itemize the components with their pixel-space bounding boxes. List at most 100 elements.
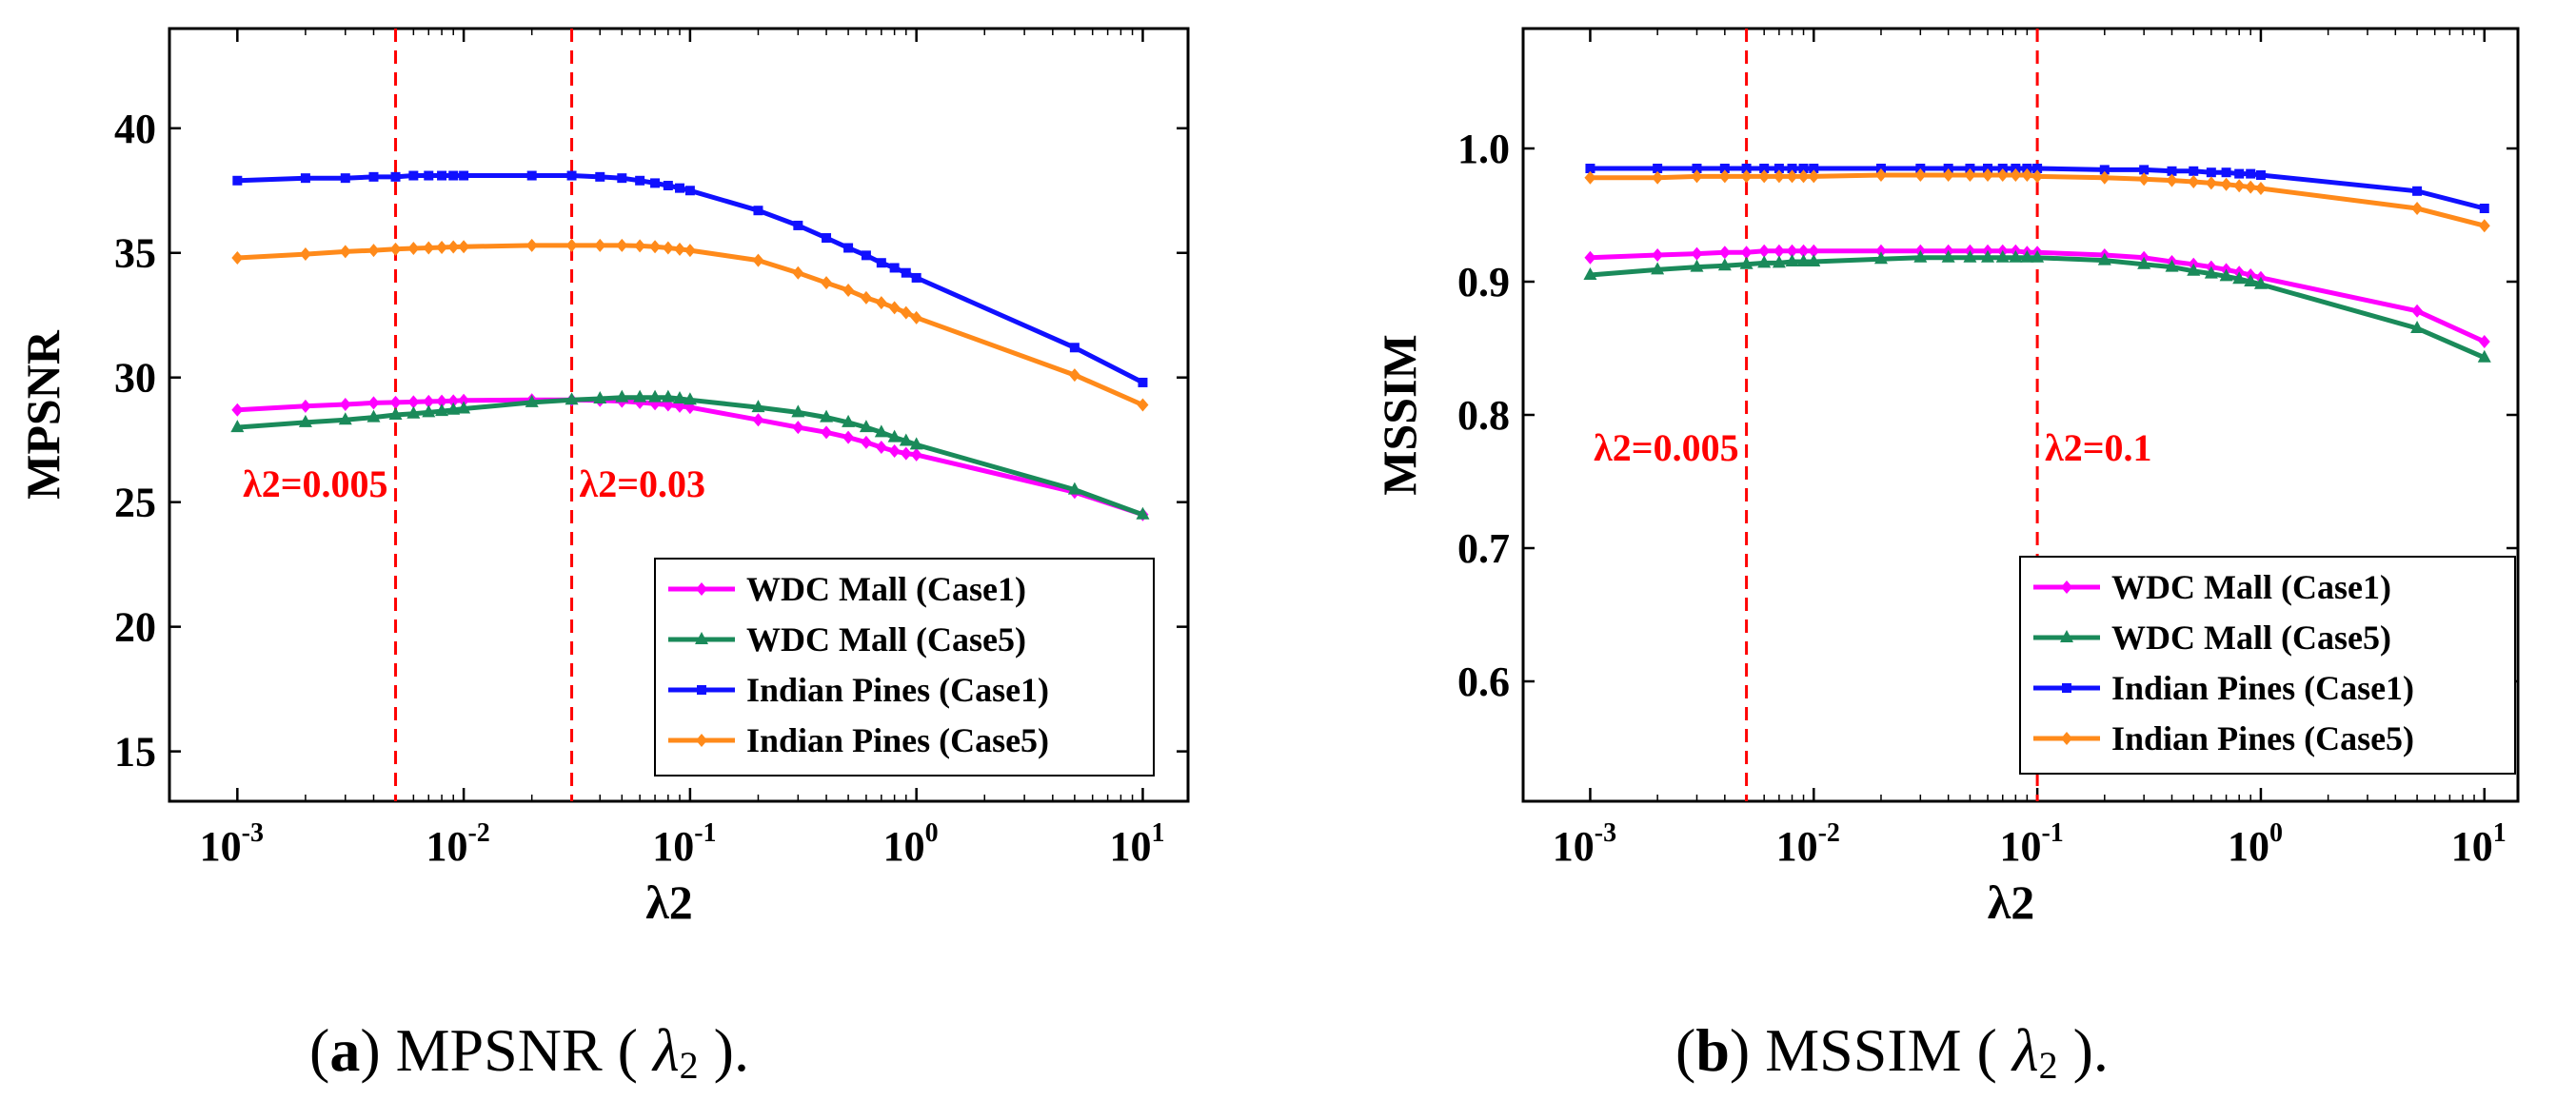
data-point (888, 443, 901, 458)
data-point (459, 170, 469, 181)
data-point (2020, 249, 2034, 263)
data-point (2246, 168, 2256, 179)
data-point (232, 175, 243, 186)
data-point (1808, 244, 1820, 258)
data-point (1786, 244, 1798, 258)
data-point (2187, 263, 2201, 276)
data-point (300, 173, 310, 184)
data-point (2255, 170, 2266, 180)
data-point (2167, 166, 2177, 176)
data-point (791, 404, 805, 418)
data-point (900, 305, 912, 320)
legend-entry: Indian Pines (Case1) (2111, 669, 2414, 707)
data-point (595, 171, 605, 182)
data-point (887, 429, 902, 442)
y-tick-label: 0.8 (1457, 392, 1510, 439)
data-point (1739, 256, 1754, 269)
data-point (1874, 168, 1887, 182)
data-point (1996, 168, 2009, 182)
data-point (2099, 165, 2110, 175)
x-tick-label: 100 (2228, 818, 2283, 870)
y-tick-label: 20 (114, 604, 156, 651)
data-point (820, 409, 834, 423)
data-point (424, 170, 434, 181)
data-point (2244, 274, 2258, 286)
legend-marker (695, 632, 708, 644)
legend-marker (2062, 683, 2071, 693)
data-point (458, 393, 470, 407)
x-tick-label: 10-1 (1999, 818, 2063, 870)
data-point (2232, 271, 2247, 285)
data-point (2412, 186, 2423, 196)
y-tick-label: 0.6 (1457, 659, 1510, 705)
data-point (910, 447, 922, 462)
data-point (635, 175, 645, 186)
legend-marker (2061, 732, 2072, 745)
data-point (900, 446, 912, 461)
data-point (1914, 168, 1927, 182)
data-point (448, 170, 459, 181)
data-point (874, 424, 888, 438)
data-point (1773, 244, 1785, 258)
data-point (1787, 164, 1797, 173)
data-point (1741, 164, 1752, 173)
data-point (792, 421, 804, 435)
data-point (367, 396, 380, 410)
x-tick-label: 10-3 (200, 818, 264, 870)
data-point (1691, 169, 1703, 184)
data-point (389, 242, 402, 256)
data-point (422, 404, 436, 418)
data-point (1873, 251, 1888, 265)
data-point (1068, 368, 1080, 383)
data-point (1718, 246, 1731, 260)
legend-entry: Indian Pines (Case1) (746, 671, 1049, 709)
legend-entry: WDC Mall (Case1) (746, 570, 1026, 608)
data-point (2098, 170, 2110, 185)
data-point (662, 241, 674, 255)
data-point (1583, 267, 1597, 280)
data-point (899, 433, 913, 446)
data-point (299, 399, 311, 413)
data-point (909, 437, 923, 450)
data-point (1807, 254, 1821, 266)
y-tick-label: 1.0 (1457, 126, 1510, 172)
data-point (1067, 482, 1081, 495)
data-point (2188, 175, 2200, 188)
data-point (1136, 506, 1150, 520)
annotation-label: λ2=0.005 (243, 462, 387, 505)
data-point (911, 272, 921, 283)
data-point (822, 233, 832, 244)
x-axis-label: λ2 (1988, 875, 2035, 929)
data-point (565, 392, 579, 405)
data-point (1773, 169, 1785, 184)
data-point (1740, 169, 1753, 184)
data-point (2478, 335, 2490, 348)
legend-marker (696, 582, 707, 596)
data-point (231, 403, 244, 417)
plot-frame (168, 27, 1190, 803)
data-point (368, 171, 379, 182)
data-point (437, 170, 447, 181)
data-point (2233, 179, 2246, 193)
data-point (1718, 169, 1731, 184)
data-point (2254, 182, 2267, 195)
data-point (1584, 170, 1596, 185)
data-point (2021, 168, 2033, 182)
data-point (842, 430, 855, 444)
legend-entry: Indian Pines (Case5) (746, 721, 1049, 759)
legend-entry: WDC Mall (Case5) (746, 620, 1026, 659)
data-point (752, 253, 764, 267)
y-tick-label: 30 (114, 355, 156, 402)
legend-marker (696, 734, 707, 747)
data-point (525, 394, 539, 407)
data-point (663, 181, 673, 191)
data-point (1584, 250, 1596, 265)
data-point (1808, 169, 1820, 184)
data-point (1798, 164, 1809, 173)
x-tick-label: 101 (1109, 818, 1164, 870)
data-point (526, 170, 537, 181)
data-point (1757, 255, 1772, 268)
data-point (2031, 169, 2044, 184)
data-point (1941, 249, 1955, 263)
